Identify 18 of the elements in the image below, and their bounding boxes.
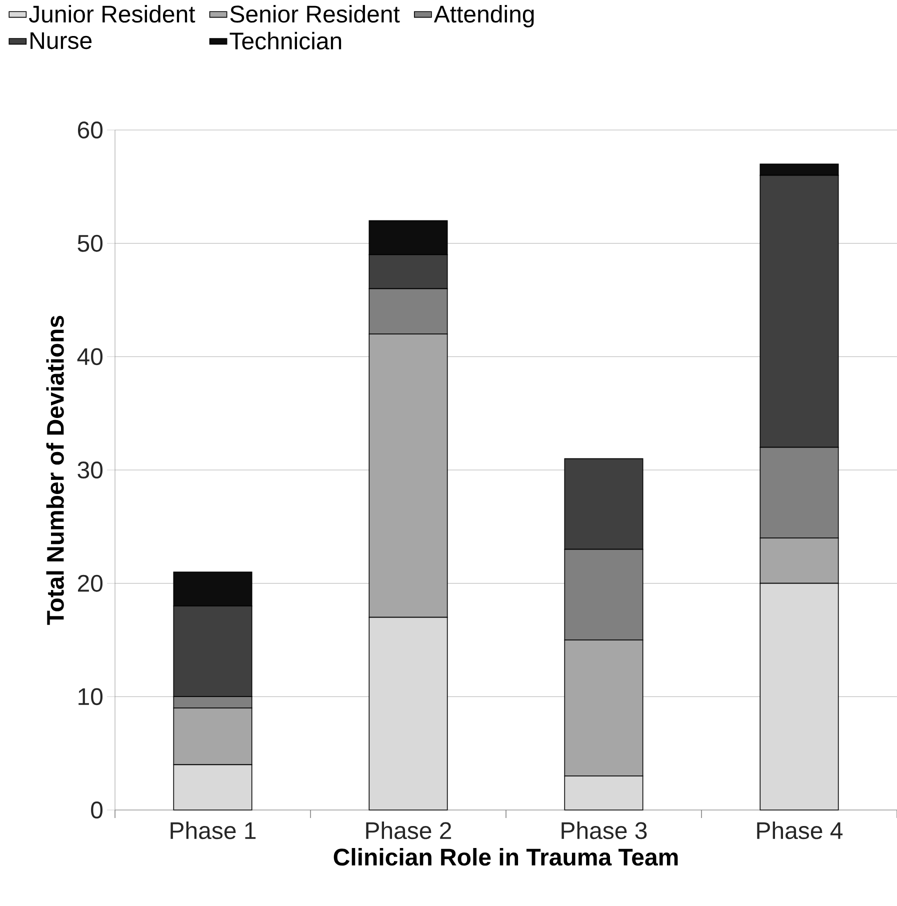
legend-label: Attending	[434, 5, 534, 28]
legend-label: Junior Resident	[28, 5, 196, 23]
y-tick-label: 0	[91, 802, 103, 818]
x-axis-title: Clinician Role in Trauma Team	[334, 848, 678, 866]
y-tick-label: 10	[78, 688, 103, 706]
y-tick-label: 60	[78, 122, 103, 138]
legend-label: Nurse	[30, 32, 92, 50]
y-tick-label: 40	[77, 348, 103, 366]
legend-label: Technician	[230, 32, 342, 50]
legend-label: Senior Resident	[230, 5, 400, 23]
x-tick-label: Phase 3	[562, 822, 647, 840]
x-tick-label: Phase 1	[170, 822, 256, 840]
y-axis-title: Total Number of Deviations	[46, 316, 64, 625]
y-tick-label: 20	[78, 574, 103, 592]
x-tick-label: Phase 2	[366, 822, 452, 840]
y-tick-label: 30	[78, 462, 103, 478]
y-tick-label: 50	[78, 234, 103, 252]
x-tick-label: Phase 4	[757, 822, 843, 840]
